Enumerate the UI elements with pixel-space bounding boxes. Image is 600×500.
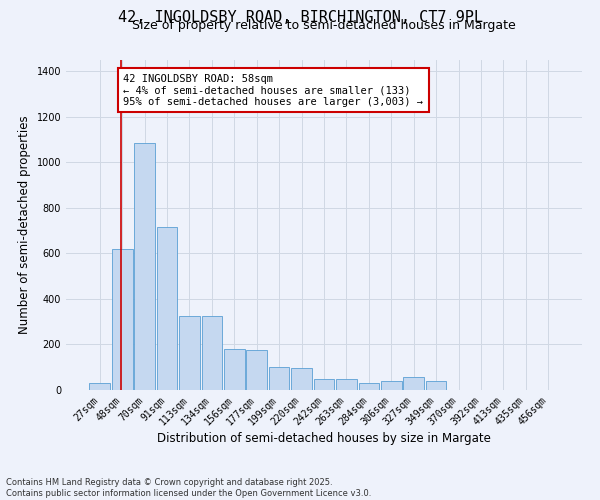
Title: Size of property relative to semi-detached houses in Margate: Size of property relative to semi-detach…	[132, 20, 516, 32]
Text: Contains HM Land Registry data © Crown copyright and database right 2025.
Contai: Contains HM Land Registry data © Crown c…	[6, 478, 371, 498]
Bar	[179, 316, 200, 390]
Bar	[336, 378, 357, 390]
Bar	[314, 378, 334, 390]
Bar	[134, 143, 155, 390]
Bar	[112, 249, 133, 390]
Bar	[381, 381, 401, 390]
Bar	[291, 368, 312, 390]
Bar	[269, 367, 289, 390]
Bar	[359, 383, 379, 390]
Text: 42, INGOLDSBY ROAD, BIRCHINGTON, CT7 9PL: 42, INGOLDSBY ROAD, BIRCHINGTON, CT7 9PL	[118, 10, 482, 25]
X-axis label: Distribution of semi-detached houses by size in Margate: Distribution of semi-detached houses by …	[157, 432, 491, 446]
Bar	[157, 228, 178, 390]
Bar	[224, 349, 245, 390]
Text: 42 INGOLDSBY ROAD: 58sqm
← 4% of semi-detached houses are smaller (133)
95% of s: 42 INGOLDSBY ROAD: 58sqm ← 4% of semi-de…	[124, 74, 424, 107]
Bar	[202, 316, 222, 390]
Y-axis label: Number of semi-detached properties: Number of semi-detached properties	[18, 116, 31, 334]
Bar	[403, 378, 424, 390]
Bar	[426, 381, 446, 390]
Bar	[247, 350, 267, 390]
Bar	[89, 383, 110, 390]
